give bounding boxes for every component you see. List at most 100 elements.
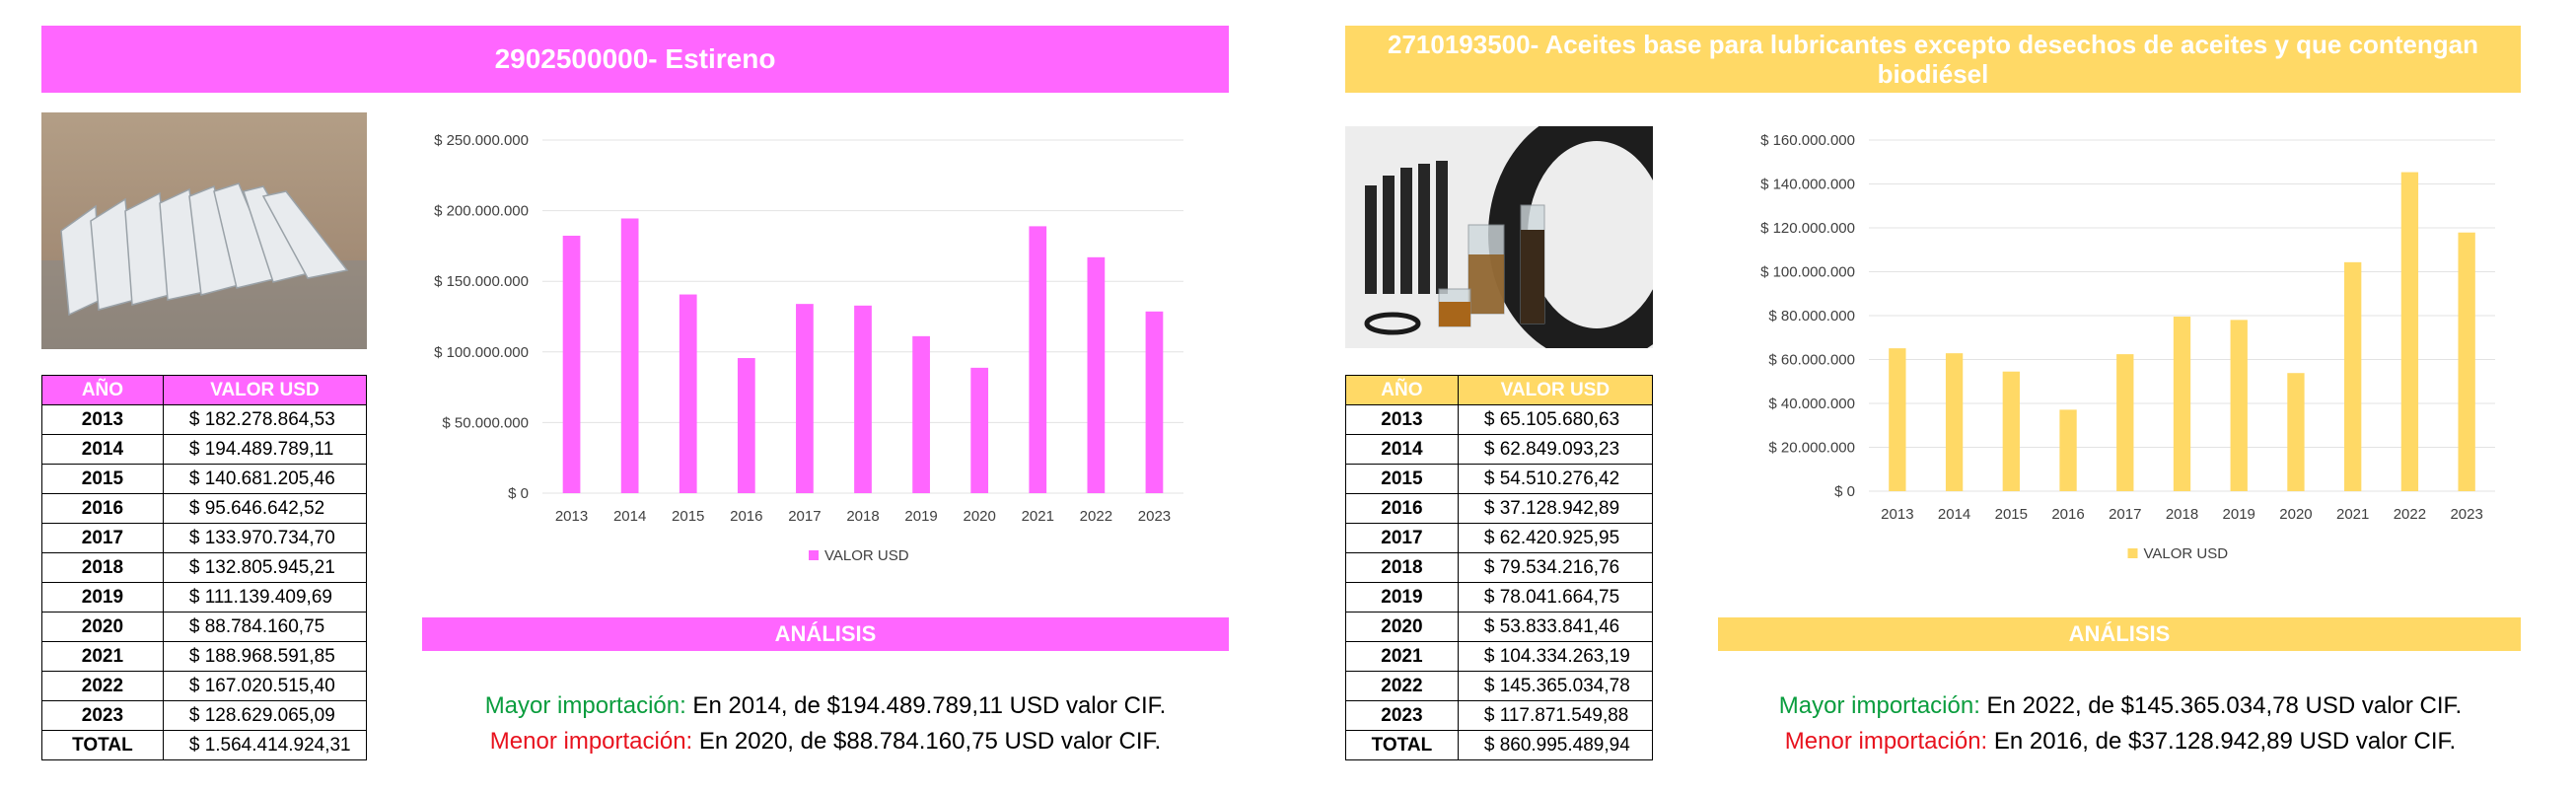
year-cell: 2014 xyxy=(41,434,164,465)
value-cell: $ 65.105.680,63 xyxy=(1457,404,1654,435)
bar xyxy=(2458,232,2475,491)
total-value: $ 1.564.414.924,31 xyxy=(162,730,368,760)
table-row: 2023 $ 117.871.549,88 xyxy=(1345,700,1654,731)
x-tick-label: 2015 xyxy=(672,508,704,525)
x-tick-label: 2013 xyxy=(555,508,588,525)
value-cell: $ 37.128.942,89 xyxy=(1457,493,1654,524)
bar xyxy=(737,358,755,493)
left-menor-line: Menor importación: En 2020, de $88.784.1… xyxy=(421,728,1230,756)
table-row: 2023 $ 128.629.065,09 xyxy=(41,700,368,731)
menor-text: En 2016, de $37.128.942,89 USD valor CIF… xyxy=(1987,728,2457,755)
value-cell: $ 194.489.789,11 xyxy=(162,434,368,465)
right-title: 2710193500- Aceites base para lubricante… xyxy=(1345,26,2521,93)
y-tick-label: $ 50.000.000 xyxy=(442,414,529,431)
table-row: 2020 $ 53.833.841,46 xyxy=(1345,612,1654,642)
value-cell: $ 54.510.276,42 xyxy=(1457,464,1654,494)
mayor-label: Mayor importación: xyxy=(484,692,686,719)
legend-label: VALOR USD xyxy=(2144,545,2229,562)
x-tick-label: 2023 xyxy=(2450,506,2482,523)
value-cell: $ 128.629.065,09 xyxy=(162,700,368,731)
x-tick-label: 2022 xyxy=(2394,506,2426,523)
left-data-table: AÑO VALOR USD 2013 $ 182.278.864,53 2014 $ … xyxy=(41,375,368,760)
value-cell: $ 140.681.205,46 xyxy=(162,464,368,494)
x-tick-label: 2018 xyxy=(846,508,879,525)
legend-swatch xyxy=(2127,548,2138,558)
y-tick-label: $ 100.000.000 xyxy=(434,344,529,361)
value-cell: $ 145.365.034,78 xyxy=(1457,671,1654,701)
left-bar-chart: $ 0 $ 50.000.000 $ 100.000.000 $ 150.000.00… xyxy=(434,132,1183,564)
value-cell: $ 167.020.515,40 xyxy=(162,671,368,701)
x-tick-label: 2019 xyxy=(2223,506,2255,523)
year-cell: 2016 xyxy=(41,493,164,524)
mayor-text: En 2022, de $145.365.034,78 USD valor CI… xyxy=(1979,692,2463,719)
table-row: 2015 $ 54.510.276,42 xyxy=(1345,464,1654,494)
year-cell: 2013 xyxy=(1345,404,1459,435)
total-row: TOTAL $ 860.995.489,94 xyxy=(1345,730,1654,760)
value-cell: $ 79.534.216,76 xyxy=(1457,552,1654,583)
table-row: 2022 $ 145.365.034,78 xyxy=(1345,671,1654,701)
year-cell: 2015 xyxy=(1345,464,1459,494)
year-cell: 2020 xyxy=(41,612,164,642)
right-mayor-line: Mayor importación: En 2022, de $145.365.… xyxy=(1716,692,2525,720)
table-row: 2020 $ 88.784.160,75 xyxy=(41,612,368,642)
bar xyxy=(854,305,872,493)
y-tick-label: $ 40.000.000 xyxy=(1768,396,1855,412)
x-tick-label: 2020 xyxy=(963,508,995,525)
right-data-table: AÑO VALOR USD 2013 $ 65.105.680,63 2014 $ 6… xyxy=(1345,375,1654,760)
y-tick-label: $ 150.000.000 xyxy=(434,273,529,290)
value-cell: $ 95.646.642,52 xyxy=(162,493,368,524)
x-tick-label: 2022 xyxy=(1080,508,1112,525)
x-tick-label: 2014 xyxy=(1938,506,1970,523)
x-tick-label: 2020 xyxy=(2279,506,2312,523)
table-row: 2015 $ 140.681.205,46 xyxy=(41,464,368,494)
value-header: VALOR USD xyxy=(1457,375,1654,405)
total-label: TOTAL xyxy=(41,730,164,760)
mayor-text: En 2014, de $194.489.789,11 USD valor CI… xyxy=(685,692,1167,719)
table-row: 2018 $ 132.805.945,21 xyxy=(41,552,368,583)
x-tick-label: 2023 xyxy=(1138,508,1171,525)
y-tick-label: $ 140.000.000 xyxy=(1760,177,1855,193)
year-cell: 2020 xyxy=(1345,612,1459,642)
value-cell: $ 62.420.925,95 xyxy=(1457,523,1654,553)
x-tick-label: 2019 xyxy=(904,508,937,525)
bar xyxy=(2400,172,2419,491)
y-tick-label: $ 20.000.000 xyxy=(1768,440,1855,457)
menor-text: En 2020, de $88.784.160,75 USD valor CIF… xyxy=(692,728,1162,755)
mayor-label: Mayor importación: xyxy=(1778,692,1980,719)
x-tick-label: 2014 xyxy=(613,508,646,525)
bar xyxy=(2230,320,2248,491)
right-analysis-title: ANÁLISIS xyxy=(1718,617,2521,651)
bar xyxy=(970,367,989,493)
x-tick-label: 2015 xyxy=(1995,506,2028,523)
year-cell: 2022 xyxy=(41,671,164,701)
table-row: 2022 $ 167.020.515,40 xyxy=(41,671,368,701)
year-cell: 2023 xyxy=(1345,700,1459,731)
left-mayor-line: Mayor importación: En 2014, de $194.489.… xyxy=(421,692,1230,720)
y-tick-label: $ 120.000.000 xyxy=(1760,220,1855,237)
value-cell: $ 188.968.591,85 xyxy=(162,641,368,672)
x-tick-label: 2021 xyxy=(2336,506,2369,523)
year-cell: 2018 xyxy=(41,552,164,583)
bar xyxy=(912,335,930,493)
legend-swatch xyxy=(809,550,819,560)
legend-label: VALOR USD xyxy=(824,547,909,564)
value-cell: $ 111.139.409,69 xyxy=(162,582,368,613)
year-cell: 2021 xyxy=(41,641,164,672)
table-row: 2019 $ 78.041.664,75 xyxy=(1345,582,1654,613)
bar xyxy=(2344,261,2362,491)
year-cell: 2016 xyxy=(1345,493,1459,524)
table-row: 2021 $ 104.334.263,19 xyxy=(1345,641,1654,672)
y-tick-label: $ 60.000.000 xyxy=(1768,352,1855,369)
right-bar-chart: $ 0 $ 20.000.000 $ 40.000.000 $ 60.000.000 $… xyxy=(1760,132,2495,562)
year-cell: 2019 xyxy=(1345,582,1459,613)
bar xyxy=(1087,256,1106,493)
table-row: 2017 $ 133.970.734,70 xyxy=(41,523,368,553)
total-label: TOTAL xyxy=(1345,730,1459,760)
styrene-sheets-photo xyxy=(41,112,367,349)
value-cell: $ 132.805.945,21 xyxy=(162,552,368,583)
year-cell: 2023 xyxy=(41,700,164,731)
y-tick-label: $ 200.000.000 xyxy=(434,203,529,220)
year-header: AÑO xyxy=(1345,375,1459,405)
y-tick-label: $ 80.000.000 xyxy=(1768,308,1855,324)
value-cell: $ 117.871.549,88 xyxy=(1457,700,1654,731)
